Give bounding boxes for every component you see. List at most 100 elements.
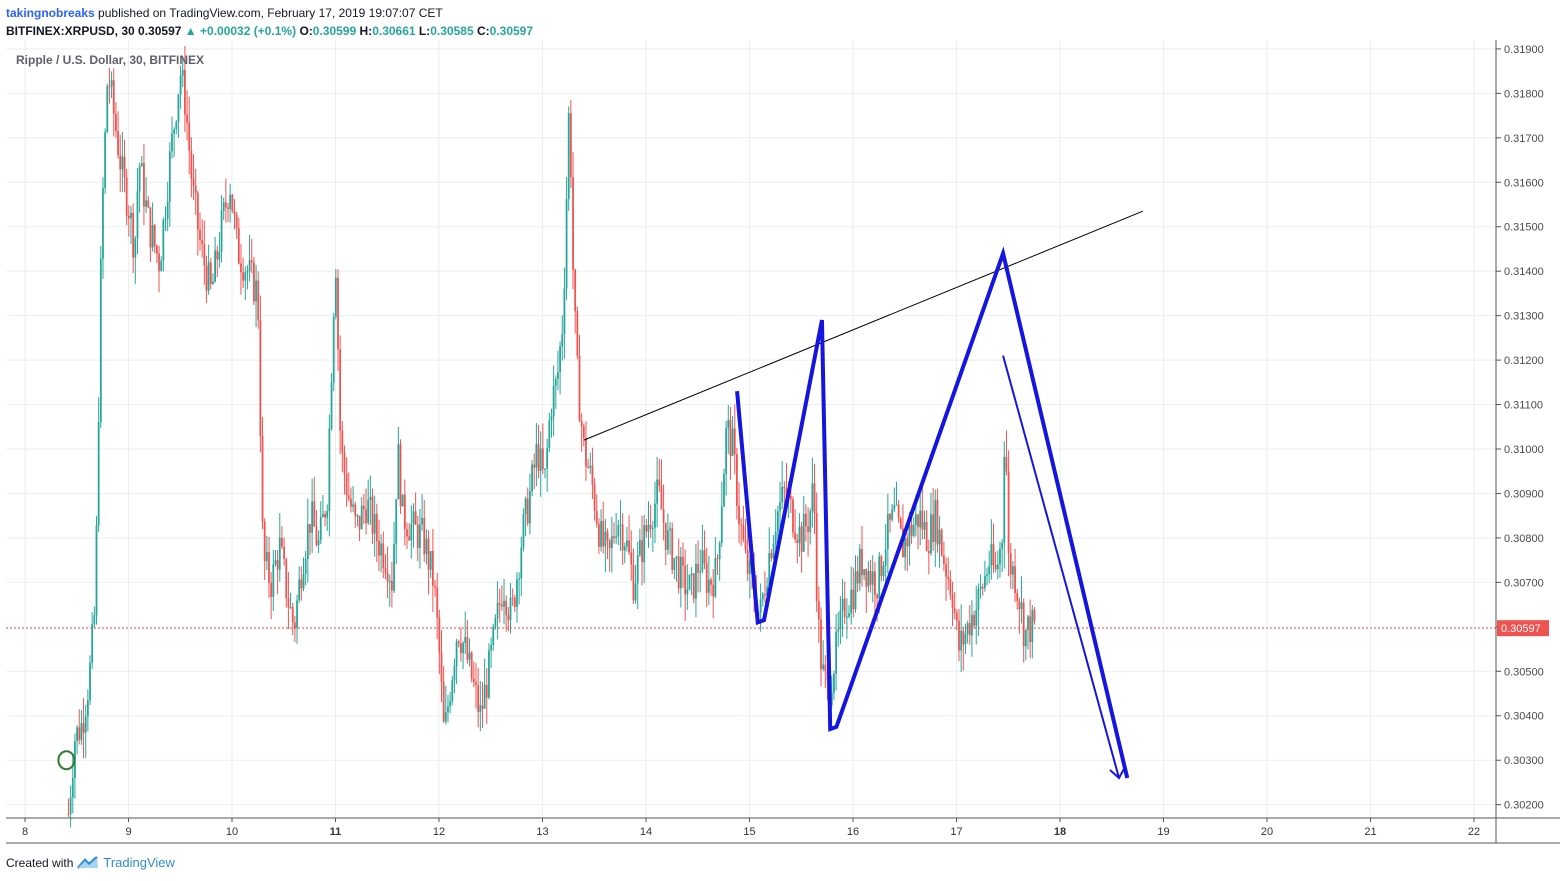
candle-body (794, 532, 797, 540)
candle-body (326, 511, 329, 518)
tradingview-brand[interactable]: TradingView (103, 855, 175, 870)
high-label: H: (359, 24, 373, 38)
candle-up (977, 583, 980, 636)
last-price: 0.30597 (138, 24, 182, 38)
candle-body (610, 536, 613, 549)
candle-body (460, 643, 462, 654)
candle-up (858, 543, 861, 591)
candle-body (69, 797, 72, 814)
candle-body (1009, 553, 1012, 575)
candle-up (636, 542, 639, 609)
candle-up (686, 564, 689, 610)
candle-body (350, 498, 352, 507)
candle-down (770, 548, 773, 562)
candle-down (578, 334, 581, 422)
candle-up (707, 555, 710, 606)
y-tick-label: 0.31500 (1504, 222, 1544, 234)
candle-up (651, 520, 654, 552)
candle-down (224, 178, 227, 223)
candle-body (71, 777, 74, 798)
candle-body (423, 518, 426, 555)
candle-body (304, 559, 307, 574)
candle-body (999, 548, 1001, 565)
candle-body (375, 513, 378, 542)
candle-body (132, 212, 135, 258)
candle-up (160, 256, 163, 272)
candle-up (86, 689, 89, 732)
candle-down (283, 537, 285, 566)
candle-body (434, 585, 436, 588)
candle-body (212, 281, 214, 285)
candle-down (227, 202, 229, 222)
candle-down (406, 522, 408, 550)
candle-body (175, 121, 178, 130)
candle-body (130, 212, 132, 219)
candle-body (360, 505, 363, 530)
candle-body (483, 684, 486, 709)
candle-body (740, 524, 743, 526)
candle-up (699, 549, 702, 593)
candle-up (759, 583, 762, 632)
candle-body (914, 514, 917, 526)
candle-down (237, 217, 240, 265)
candle-down (250, 238, 253, 274)
candle-body (953, 608, 956, 613)
candle-down (805, 504, 807, 542)
candle-body (384, 567, 387, 573)
x-tick-label: 17 (950, 826, 962, 838)
candle-body (850, 589, 853, 614)
candle-down (203, 220, 206, 285)
candle-body (839, 610, 842, 630)
candle-body (613, 536, 615, 538)
candle-body (309, 524, 311, 533)
candle-body (1005, 456, 1008, 472)
candle-body (1029, 616, 1032, 643)
candle-down (602, 501, 605, 554)
candle-down (927, 539, 930, 575)
candle-body (419, 524, 421, 548)
candle-body (764, 593, 766, 596)
candle-up (317, 530, 320, 553)
candle-body (341, 430, 344, 453)
candle-down (994, 551, 997, 573)
candle-down (630, 530, 633, 581)
candle-up (535, 423, 538, 487)
change-up-icon: ▲ (184, 24, 197, 38)
y-tick-label: 0.30400 (1504, 711, 1544, 723)
candle-down (1005, 430, 1008, 476)
candle-down (598, 518, 600, 555)
candle-body (112, 80, 115, 114)
candle-down (587, 458, 590, 469)
candle-down (936, 488, 939, 553)
candle-body (1014, 566, 1016, 593)
candle-body (123, 156, 126, 178)
candle-down (968, 605, 971, 645)
candle-body (511, 597, 514, 599)
candle-up (419, 508, 421, 569)
candle-body (852, 589, 855, 610)
candle-body (80, 723, 83, 741)
candle-body (125, 177, 128, 216)
candle-up (561, 315, 564, 361)
candle-body (733, 428, 736, 455)
candle-up (822, 640, 825, 672)
candle-up (986, 567, 988, 586)
tradingview-logo-icon (77, 855, 99, 869)
candle-up (1020, 576, 1023, 624)
price-change: +0.00032 (+0.1%) (200, 24, 297, 38)
candle-body (121, 156, 124, 170)
candle-body (339, 349, 342, 431)
candle-body (347, 495, 350, 499)
candle-body (319, 517, 322, 541)
candle-body (76, 727, 78, 742)
candle-up (912, 517, 915, 538)
candle-body (695, 563, 697, 599)
author-link[interactable]: takingnobreaks (6, 6, 95, 20)
candle-down (235, 211, 238, 239)
candle-body (1003, 456, 1006, 543)
candle-body (587, 466, 590, 468)
drawing-annotations (6, 210, 1496, 780)
candle-body (682, 556, 684, 566)
candle-body (960, 630, 963, 651)
